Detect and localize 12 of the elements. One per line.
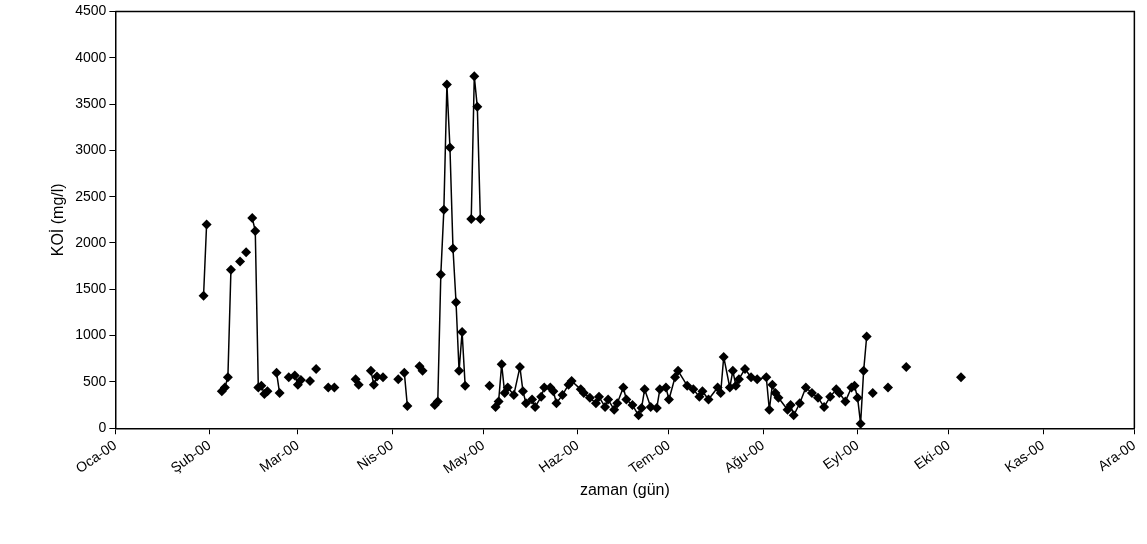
y-tick-label: 1500 — [75, 280, 107, 297]
y-tick-label: 0 — [98, 419, 107, 436]
x-axis-title: zaman (gün) — [579, 480, 670, 498]
y-tick-label: 4000 — [75, 48, 107, 65]
y-axis-title: KOİ (mg/l) — [48, 183, 67, 257]
y-tick-label: 2000 — [75, 233, 107, 250]
y-tick-label: 1000 — [75, 326, 107, 343]
y-tick-label: 2500 — [75, 187, 107, 204]
y-tick-label: 4500 — [75, 2, 107, 19]
y-tick-label: 3500 — [75, 94, 107, 111]
y-tick-label: 500 — [82, 372, 107, 389]
y-tick-label: 3000 — [75, 141, 107, 158]
